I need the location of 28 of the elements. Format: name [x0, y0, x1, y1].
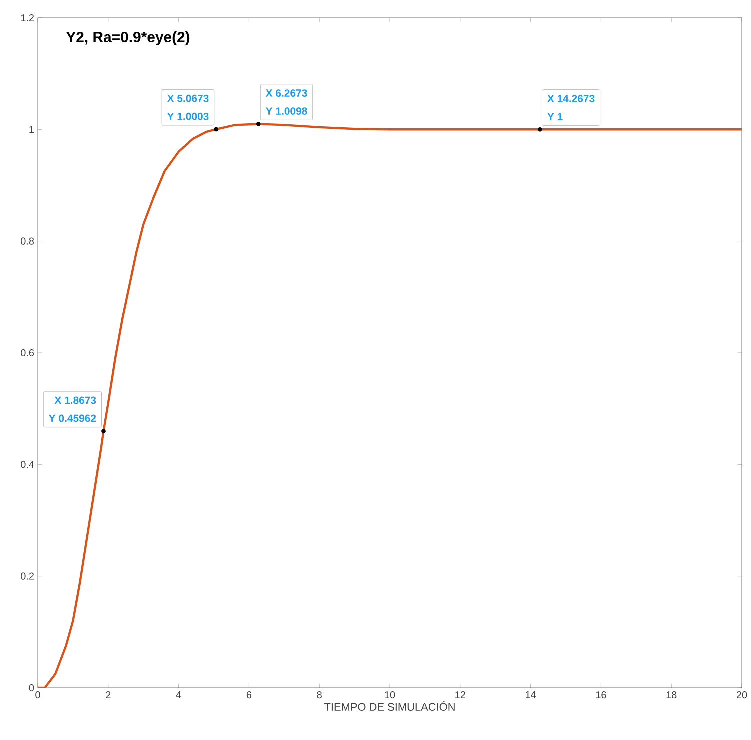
- annotation: X 14.2673: [548, 95, 595, 102]
- y-tick-label: 0.6: [21, 349, 34, 357]
- x-tick-label: 6: [246, 692, 252, 699]
- x-tick-label: 0: [36, 692, 40, 699]
- y-tick-label: 1.2: [21, 14, 34, 22]
- x-tick-label: 14: [526, 692, 536, 698]
- annotation: X 5.0673: [167, 94, 209, 102]
- y-tick-label: 1: [30, 126, 34, 134]
- y-tick-label: 0.4: [21, 461, 34, 468]
- x-axis-title: TIEMPO DE SIMULACIÓN: [324, 701, 455, 712]
- x-tick-label: 2: [106, 692, 111, 698]
- annotation: Y 1.0098: [266, 108, 308, 115]
- annotation: X 1.8673: [54, 396, 96, 404]
- annotation: Y 0.45962: [49, 414, 96, 422]
- x-tick-label: 12: [456, 692, 466, 698]
- x-tick-label: 16: [596, 692, 606, 699]
- text: Y2, Ra=0.9*eye(2): [66, 32, 190, 46]
- y-tick-label: 0.8: [21, 238, 34, 245]
- y-tick-label: 0: [29, 684, 34, 692]
- y-tick-label: 0.2: [21, 572, 34, 580]
- x-tick-label: 18: [666, 692, 677, 699]
- annotation: X 6.2673: [266, 90, 308, 97]
- x-tick-label: 8: [317, 692, 322, 699]
- annotation: Y 1: [548, 113, 563, 120]
- x-tick-label: 20: [736, 692, 748, 699]
- x-tick-label: 10: [385, 692, 396, 699]
- annotation: Y 1.0003: [167, 112, 209, 120]
- x-tick-label: 4: [176, 692, 182, 698]
